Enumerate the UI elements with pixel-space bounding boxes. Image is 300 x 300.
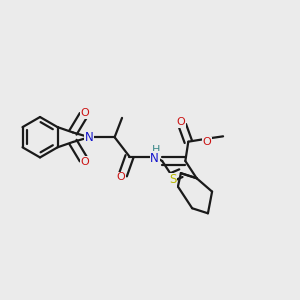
Text: N: N [85,131,94,144]
Text: O: O [80,108,89,118]
Text: O: O [116,172,125,182]
Text: S: S [169,173,176,186]
Text: H: H [152,145,160,155]
Text: O: O [80,157,89,166]
Text: N: N [150,152,159,164]
Text: O: O [202,137,211,147]
Text: O: O [176,117,185,128]
